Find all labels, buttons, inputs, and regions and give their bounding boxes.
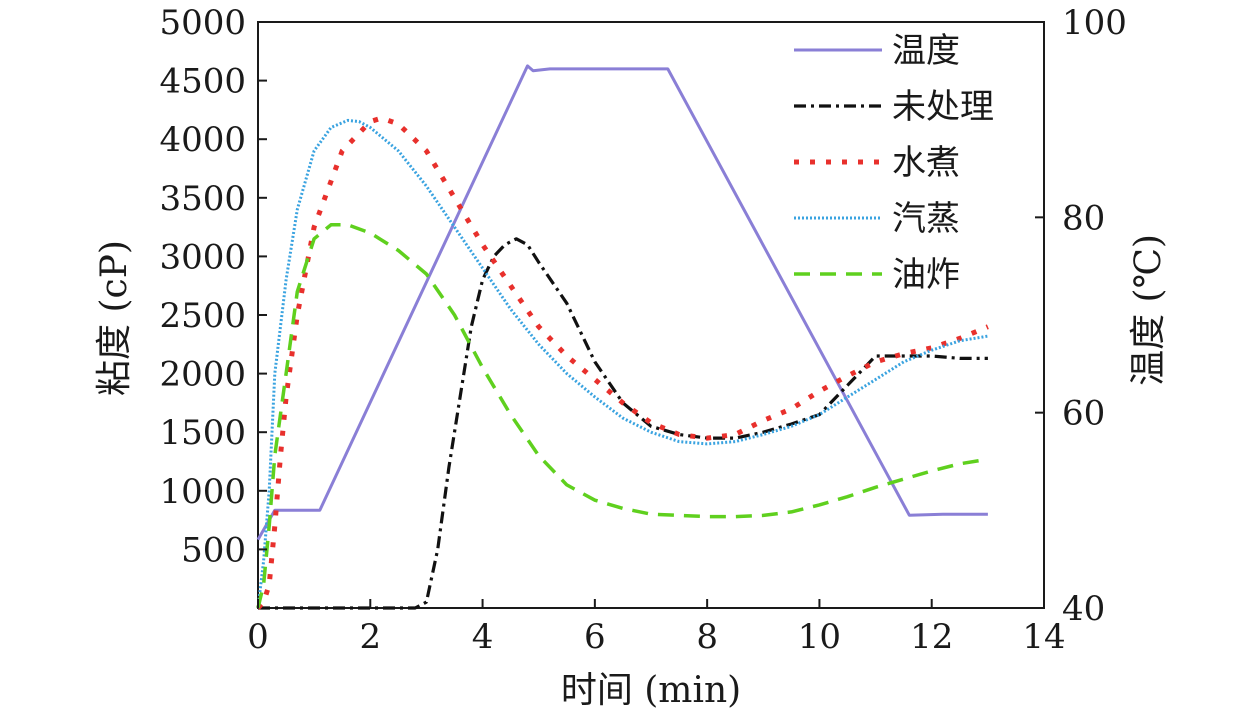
series-line-4	[256, 118, 989, 609]
x-tick-label: 6	[584, 617, 606, 657]
y-tick-label: 500	[181, 530, 246, 570]
y-axis-title: 粘度 (cP)	[94, 240, 135, 396]
legend-label-5: 油炸	[892, 255, 960, 295]
x-tick-label: 2	[359, 617, 381, 657]
y-tick-label: 4500	[159, 62, 246, 102]
x-axis-title: 时间 (min)	[561, 670, 741, 711]
x-axis: 0 2 4 6 8 10 12 14	[247, 599, 1066, 657]
series-layer	[256, 64, 989, 610]
y-tick-label: 3500	[159, 179, 246, 219]
legend-label-4: 汽蒸	[892, 199, 960, 239]
y-tick-label: 5000	[159, 3, 246, 43]
y2-tick-label: 100	[1062, 3, 1127, 43]
x-tick-label: 4	[472, 617, 494, 657]
x-tick-label: 0	[247, 617, 269, 657]
y-tick-label: 1000	[159, 472, 246, 512]
y2-tick-label: 40	[1062, 589, 1105, 629]
legend-label-1: 温度	[892, 31, 960, 71]
plot-area	[256, 21, 1045, 610]
y-axis-right: 40 60 80 100	[1035, 3, 1127, 629]
series-line-3	[256, 115, 989, 610]
y-tick-label: 1500	[159, 413, 246, 453]
x-tick-label: 10	[798, 617, 841, 657]
y-tick-label: 2000	[159, 355, 246, 395]
x-tick-label: 14	[1022, 617, 1065, 657]
x-tick-label: 8	[696, 617, 718, 657]
y2-tick-label: 80	[1062, 198, 1105, 238]
y-tick-label: 3000	[159, 237, 246, 277]
y2-tick-label: 60	[1062, 394, 1105, 434]
y2-axis-title: 温度 (℃)	[1128, 234, 1169, 386]
series-line-5	[256, 223, 989, 609]
series-line-2	[258, 237, 988, 610]
x-tick-label: 12	[910, 617, 953, 657]
series-line-1	[256, 64, 988, 541]
y-axis-left: 500 1000 1500 2000 2500 3000 3500 4000 4500 5000	[159, 3, 267, 570]
legend-label-3: 水煮	[892, 143, 960, 183]
y-tick-label: 4000	[159, 120, 246, 160]
legend-label-2: 未处理	[892, 87, 994, 127]
y-tick-label: 2500	[159, 296, 246, 336]
